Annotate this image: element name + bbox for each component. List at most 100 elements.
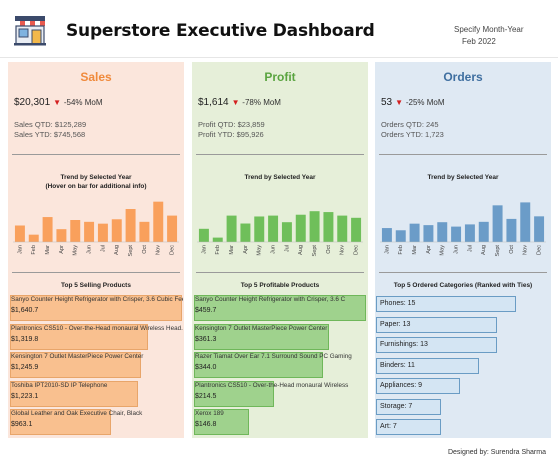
trend-bar-jul[interactable] [97,223,108,242]
trend-tick-label: Sept [128,245,134,257]
trend-bar-dec[interactable] [351,217,362,242]
trend-bar-mar[interactable] [42,217,53,242]
orders-panel: Orders 53 ▼ -25% MoM Orders QTD: 245 Orde… [375,62,551,438]
trend-tick-label: Aug [114,245,120,255]
trend-bar-jul[interactable] [281,222,292,242]
product-value: $459.7 [195,307,217,314]
trend-bar-sept[interactable] [492,205,503,242]
trend-tick-label: Apr [59,245,65,254]
sales-trend-title: Trend by Selected Year [60,174,132,181]
trend-bar-feb[interactable] [212,237,223,242]
profit-list-title: Top 5 Profitable Products [240,282,320,289]
trend-bar-dec[interactable] [534,216,545,242]
product-row[interactable]: Plantronics CS510 - Over-the-Head monaur… [10,323,183,350]
trend-bar-aug[interactable] [295,214,306,242]
category-bar-binders[interactable]: Binders: 11 [376,357,479,374]
trend-tick-label: Aug [298,245,304,255]
trend-bar-aug[interactable] [478,221,489,242]
trend-bar-jul[interactable] [464,224,475,242]
profit-trend-chart[interactable]: Jan Feb Mar Apr May Jun Jul Aug Sept Oct Nov Dec [192,190,368,260]
down-arrow-icon: ▼ [231,98,240,107]
trend-bar-may[interactable] [254,216,265,242]
trend-bar-feb[interactable] [28,234,39,242]
product-name: Kensington 7 Outlet MasterPiece Power Ce… [195,324,328,332]
trend-bar-mar[interactable] [226,215,237,242]
trend-bar-jan[interactable] [381,228,392,242]
trend-bar-oct[interactable] [323,212,334,242]
trend-tick-label: Apr [243,245,249,254]
product-row[interactable]: Sanyo Counter Height Refrigerator with C… [194,295,366,321]
sales-qtd: Sales QTD: $125,289 [14,120,87,129]
sales-panel: Sales $20,301 ▼ -54% MoM Sales QTD: $125,… [8,62,184,438]
product-row[interactable]: Razer Tiamat Over Ear 7.1 Surround Sound… [194,352,366,378]
trend-tick-label: Mar [229,245,235,255]
trend-tick-label: Oct [326,245,332,254]
category-bar-storage[interactable]: Storage: 7 [376,398,442,415]
trend-bar-aug[interactable] [111,219,122,242]
category-bar-furnishings[interactable]: Furnishings: 13 [376,337,498,353]
category-label: Furnishings: 13 [380,341,428,348]
product-row[interactable]: Kensington 7 Outlet MasterPiece Power Ce… [10,352,182,378]
trend-bar-oct[interactable] [506,218,517,242]
orders-title: Orders [443,70,483,84]
trend-bar-sept[interactable] [125,209,136,242]
category-label: Phones: 15 [380,300,416,307]
divider [196,272,364,273]
product-row[interactable]: Sanyo Counter Height Refrigerator with C… [10,295,183,321]
profit-kpi-change: -78% MoM [242,98,281,107]
trend-bar-oct[interactable] [139,221,150,242]
profit-trend-title: Trend by Selected Year [244,174,316,181]
trend-bar-apr[interactable] [56,229,67,242]
orders-trend-chart[interactable]: Jan Feb Mar Apr May Jun Jul Aug Sept Oct Nov Dec [375,190,551,260]
trend-bar-sept[interactable] [309,211,320,242]
trend-bar-jun[interactable] [268,215,279,242]
sales-trend-subtitle: (Hover on bar for additional info) [45,183,147,190]
product-value: $1,245.9 [11,364,39,371]
product-bar [194,409,249,435]
category-bar-appliances[interactable]: Appliances: 9 [376,378,460,394]
product-name: Plantronics CS510 - Over-the-Head monaur… [195,381,349,389]
trend-bar-jan[interactable] [198,228,209,242]
sales-trend-chart[interactable]: Jan Feb Mar Apr May Jun Jul Aug Sept Oct Nov Dec [8,190,184,260]
trend-bar-jun[interactable] [84,221,95,242]
trend-bar-nov[interactable] [337,215,348,242]
product-value: $214.5 [195,392,217,400]
divider [379,272,547,273]
sales-list-title: Top 5 Selling Products [61,282,131,289]
trend-bar-nov[interactable] [520,202,531,242]
trend-bar-nov[interactable] [153,201,164,242]
category-bar-phones[interactable]: Phones: 15 [376,296,516,312]
trend-bar-may[interactable] [70,220,81,242]
product-value: $361.3 [195,335,217,343]
product-row[interactable]: Kensington 7 Outlet MasterPiece Power Ce… [194,323,366,350]
profit-title: Profit [264,70,296,84]
category-bar-paper[interactable]: Paper: 13 [376,316,498,333]
divider [12,154,180,155]
trend-bar-feb[interactable] [395,230,406,242]
product-name: Plantronics CS510 - Over-the-Head monaur… [11,324,183,332]
trend-tick-label: Jul [467,245,473,252]
designer-credit: Designed by: Surendra Sharma [447,449,546,456]
trend-tick-label: Dec [170,245,176,255]
product-bar [194,352,323,378]
trend-bar-apr[interactable] [240,223,251,242]
trend-tick-label: Dec [537,245,543,255]
product-name: Sanyo Counter Height Refrigerator with C… [195,296,346,303]
product-name: Sanyo Counter Height Refrigerator with C… [11,296,183,303]
product-row[interactable]: Xerox 189 $146.8 [194,409,366,435]
orders-kpi-change: -25% MoM [405,98,445,107]
trend-bar-mar[interactable] [409,223,420,242]
trend-tick-label: May [73,245,79,256]
product-row[interactable]: Plantronics CS510 - Over-the-Head monaur… [194,380,366,407]
trend-bar-jun[interactable] [451,226,462,242]
trend-bar-jan[interactable] [14,225,25,243]
product-value: $1,640.7 [11,307,39,314]
category-bar-art[interactable]: Art: 7 [376,419,442,435]
product-row[interactable]: Toshiba IPT2010-SD IP Telephone $1,223.1 [10,380,182,407]
product-row[interactable]: Global Leather and Oak Executive Chair, … [10,409,182,435]
month-year-filter-value[interactable]: Feb 2022 [462,37,496,46]
trend-tick-label: May [440,245,446,256]
trend-bar-apr[interactable] [423,225,434,242]
trend-bar-may[interactable] [437,222,448,242]
trend-bar-dec[interactable] [167,215,178,242]
